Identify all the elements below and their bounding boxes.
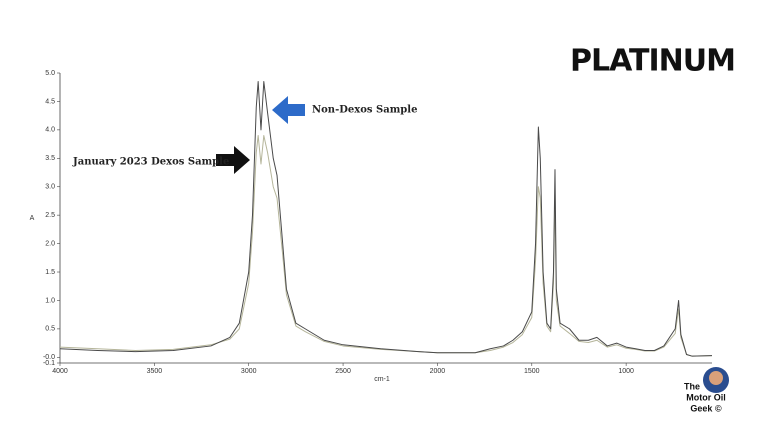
chart-title: PLATINUM (570, 44, 735, 79)
arrow (216, 146, 250, 174)
x-tick-label: 4000 (52, 368, 68, 375)
y-tick-label: 3.0 (45, 184, 55, 191)
watermark: The (684, 381, 700, 391)
x-tick-label: 3500 (147, 368, 163, 375)
y-tick-label: 1.0 (45, 297, 55, 304)
y-tick-label: 3.5 (45, 155, 55, 162)
y-tick-label: -0.0 (43, 354, 55, 361)
x-axis-label: cm-1 (374, 376, 390, 383)
watermark: Motor Oil (686, 392, 726, 402)
x-tick-label: 3000 (241, 368, 257, 375)
y-tick-label: 4.0 (45, 127, 55, 134)
x-tick-label: 2500 (335, 368, 351, 375)
watermark: Geek © (690, 403, 722, 413)
x-tick-label: 1000 (618, 368, 634, 375)
x-tick-label: 1500 (524, 368, 540, 375)
y-tick-label: 0.5 (45, 326, 55, 333)
annotation: Non-Dexos Sample (312, 105, 417, 116)
y-tick-label: 1.5 (45, 269, 55, 276)
logo-icon (709, 371, 723, 385)
y-tick-label: 5.0 (45, 70, 55, 77)
y-axis-label: A (30, 215, 35, 222)
x-tick-label: 2000 (430, 368, 446, 375)
series-line (59, 135, 713, 357)
y-tick-label: 4.5 (45, 98, 55, 105)
y-tick-label: -0.1 (43, 360, 55, 367)
y-tick-label: 2.5 (45, 212, 55, 219)
arrow (272, 96, 305, 124)
series-line (59, 81, 713, 357)
annotation: January 2023 Dexos Sample (72, 157, 229, 168)
y-tick-label: 2.0 (45, 240, 55, 247)
